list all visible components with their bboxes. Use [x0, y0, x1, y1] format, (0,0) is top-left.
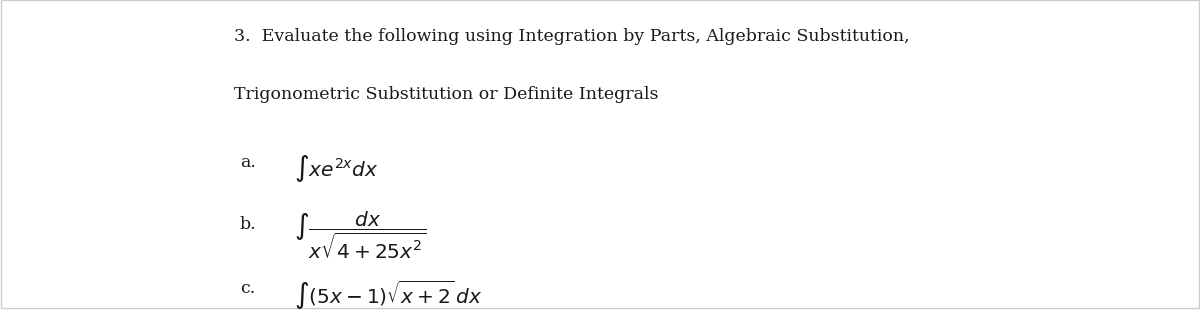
Text: $\int \dfrac{dx}{x\sqrt{4+25x^2}}$: $\int \dfrac{dx}{x\sqrt{4+25x^2}}$: [294, 210, 426, 261]
Text: b.: b.: [240, 216, 257, 233]
Text: $\int (5x-1)\sqrt{x+2}\,dx$: $\int (5x-1)\sqrt{x+2}\,dx$: [294, 279, 482, 312]
Text: a.: a.: [240, 154, 256, 171]
Text: 3.  Evaluate the following using Integration by Parts, Algebraic Substitution,: 3. Evaluate the following using Integrat…: [234, 28, 910, 45]
Text: Trigonometric Substitution or Definite Integrals: Trigonometric Substitution or Definite I…: [234, 86, 659, 103]
Text: $\int xe^{2x}dx$: $\int xe^{2x}dx$: [294, 153, 379, 184]
Text: c.: c.: [240, 280, 256, 297]
